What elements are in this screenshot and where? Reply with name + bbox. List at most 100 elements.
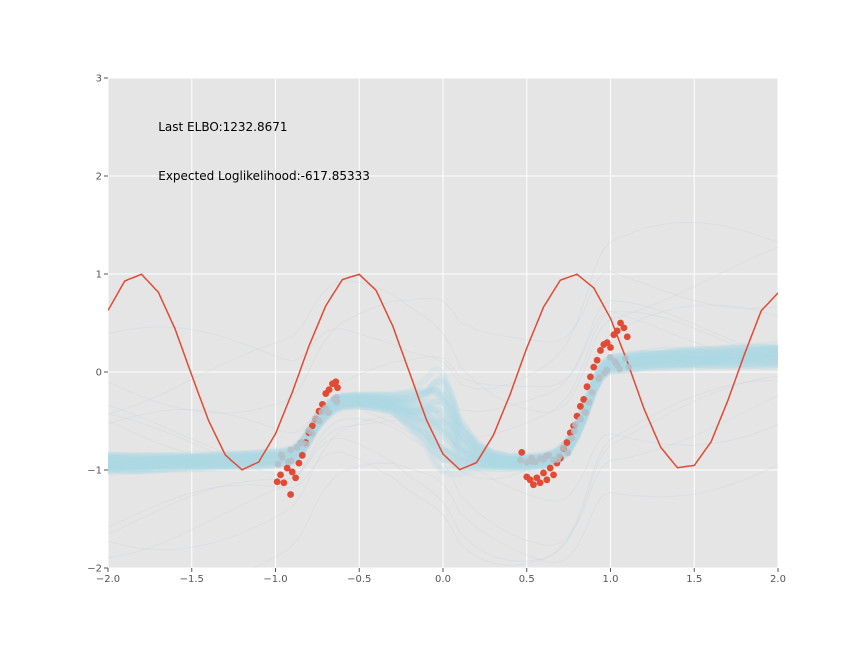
prediction-sample-9 <box>108 349 778 467</box>
prediction-outlier-3 <box>108 246 778 415</box>
x-tick-label-0: −2.0 <box>96 574 120 585</box>
observation-point-45 <box>603 339 611 346</box>
x-axis-ticks: −2.0 −1.5 −1.0 −0.5 0.0 0.5 1.0 1.5 2.0 <box>96 568 786 585</box>
prediction-sample-17 <box>108 352 778 472</box>
observations <box>273 319 633 498</box>
observation-point-3 <box>283 464 291 472</box>
prediction-sample-19 <box>108 354 778 472</box>
x-tick-label-4: 0.0 <box>435 574 451 585</box>
x-tick-label-8: 2.0 <box>770 574 786 585</box>
observation-point-11 <box>308 422 316 430</box>
x-tick-label-5: 0.5 <box>519 574 535 585</box>
observation-point-2 <box>280 479 288 487</box>
predicted-point-19 <box>333 394 340 401</box>
observation-point-16 <box>325 386 333 394</box>
prediction-outlier-5 <box>108 221 778 390</box>
observation-point-6 <box>292 474 299 482</box>
prediction-sample-28 <box>108 359 778 474</box>
prediction-outlier-1 <box>108 271 778 414</box>
prediction-sample-21 <box>108 356 778 471</box>
prediction-sample-31 <box>108 350 778 467</box>
x-tick-label-1: −1.5 <box>180 574 204 585</box>
predicted-point-13 <box>316 417 323 425</box>
predicted-point-41 <box>588 388 596 396</box>
prediction-sample-3 <box>108 349 778 468</box>
prediction-sample-0 <box>108 360 778 475</box>
prediction-sample-16 <box>108 345 778 462</box>
prediction-sample-14 <box>108 359 778 475</box>
observation-point-39 <box>583 383 591 391</box>
x-tick-label-3: −0.5 <box>347 574 371 585</box>
y-tick-label-2: 0 <box>96 368 102 379</box>
predicted-point-9 <box>303 440 310 448</box>
x-tick-label-2: −1.0 <box>263 574 287 585</box>
observation-point-41 <box>590 363 598 371</box>
prediction-sample-37 <box>108 357 778 471</box>
observation-point-37 <box>576 402 584 410</box>
loglikelihood-annotation: Expected Loglikelihood:-617.85333 <box>158 169 370 183</box>
observation-point-7 <box>295 459 303 467</box>
prediction-sample-6 <box>108 345 778 466</box>
observation-point-27 <box>543 476 551 484</box>
prediction-sample-7 <box>108 346 778 464</box>
prediction-sample-32 <box>108 344 778 462</box>
observation-point-22 <box>526 476 534 484</box>
observation-point-42 <box>593 356 601 364</box>
predicted-point-2 <box>278 453 286 461</box>
predicted-point-4 <box>287 457 295 465</box>
predicted-point-43 <box>595 374 603 381</box>
prediction-sample-26 <box>108 352 778 472</box>
true-function-line <box>108 273 778 471</box>
prediction-sample-35 <box>108 360 778 478</box>
prediction-sample-29 <box>108 360 778 473</box>
predicted-point-45 <box>603 366 611 374</box>
predicted-point-40 <box>585 398 593 406</box>
prediction-sample-30 <box>108 349 778 466</box>
prediction-sample-36 <box>108 345 778 465</box>
prediction-sample-33 <box>108 344 778 461</box>
observation-point-4 <box>287 491 294 498</box>
observation-point-20 <box>518 448 526 456</box>
true-function-path <box>108 273 778 471</box>
prediction-sample-24 <box>108 340 778 462</box>
prediction-sample-39 <box>108 351 778 468</box>
y-tick-label-5: 3 <box>96 74 102 85</box>
prediction-sample-38 <box>108 354 778 468</box>
observation-point-25 <box>536 479 544 487</box>
observation-point-24 <box>533 474 541 482</box>
predicted-point-28 <box>545 451 553 459</box>
observation-point-26 <box>540 469 547 477</box>
prediction-samples <box>108 221 778 568</box>
elbo-annotation: Last ELBO:1232.8671 <box>158 120 287 134</box>
observation-point-49 <box>617 319 624 327</box>
observation-point-43 <box>597 347 604 354</box>
observation-point-50 <box>620 324 628 332</box>
predicted-point-5 <box>287 446 295 454</box>
prediction-sample-23 <box>108 349 778 469</box>
predicted-point-46 <box>606 353 614 361</box>
prediction-sample-10 <box>108 351 778 471</box>
predicted-point-34 <box>568 434 576 442</box>
predicted-point-21 <box>523 458 531 466</box>
prediction-sample-4 <box>108 344 778 463</box>
prediction-sample-15 <box>108 350 778 468</box>
predicted-point-35 <box>570 427 578 435</box>
observation-point-23 <box>530 481 537 489</box>
prediction-sample-18 <box>108 351 778 467</box>
prediction-sample-22 <box>108 343 778 463</box>
predicted-point-20 <box>517 456 524 464</box>
observation-point-8 <box>298 451 306 459</box>
observation-point-28 <box>546 464 554 472</box>
observation-point-0 <box>273 478 281 486</box>
observation-point-29 <box>550 471 557 479</box>
prediction-outlier-6 <box>108 311 778 477</box>
observation-point-18 <box>332 378 340 386</box>
observation-point-19 <box>334 384 341 392</box>
predicted-point-0 <box>274 460 282 468</box>
prediction-outlier-10 <box>108 375 778 562</box>
prediction-sample-5 <box>108 348 778 464</box>
predicted-point-11 <box>308 430 316 437</box>
prediction-sample-11 <box>108 355 778 470</box>
predicted-point-32 <box>559 444 567 452</box>
